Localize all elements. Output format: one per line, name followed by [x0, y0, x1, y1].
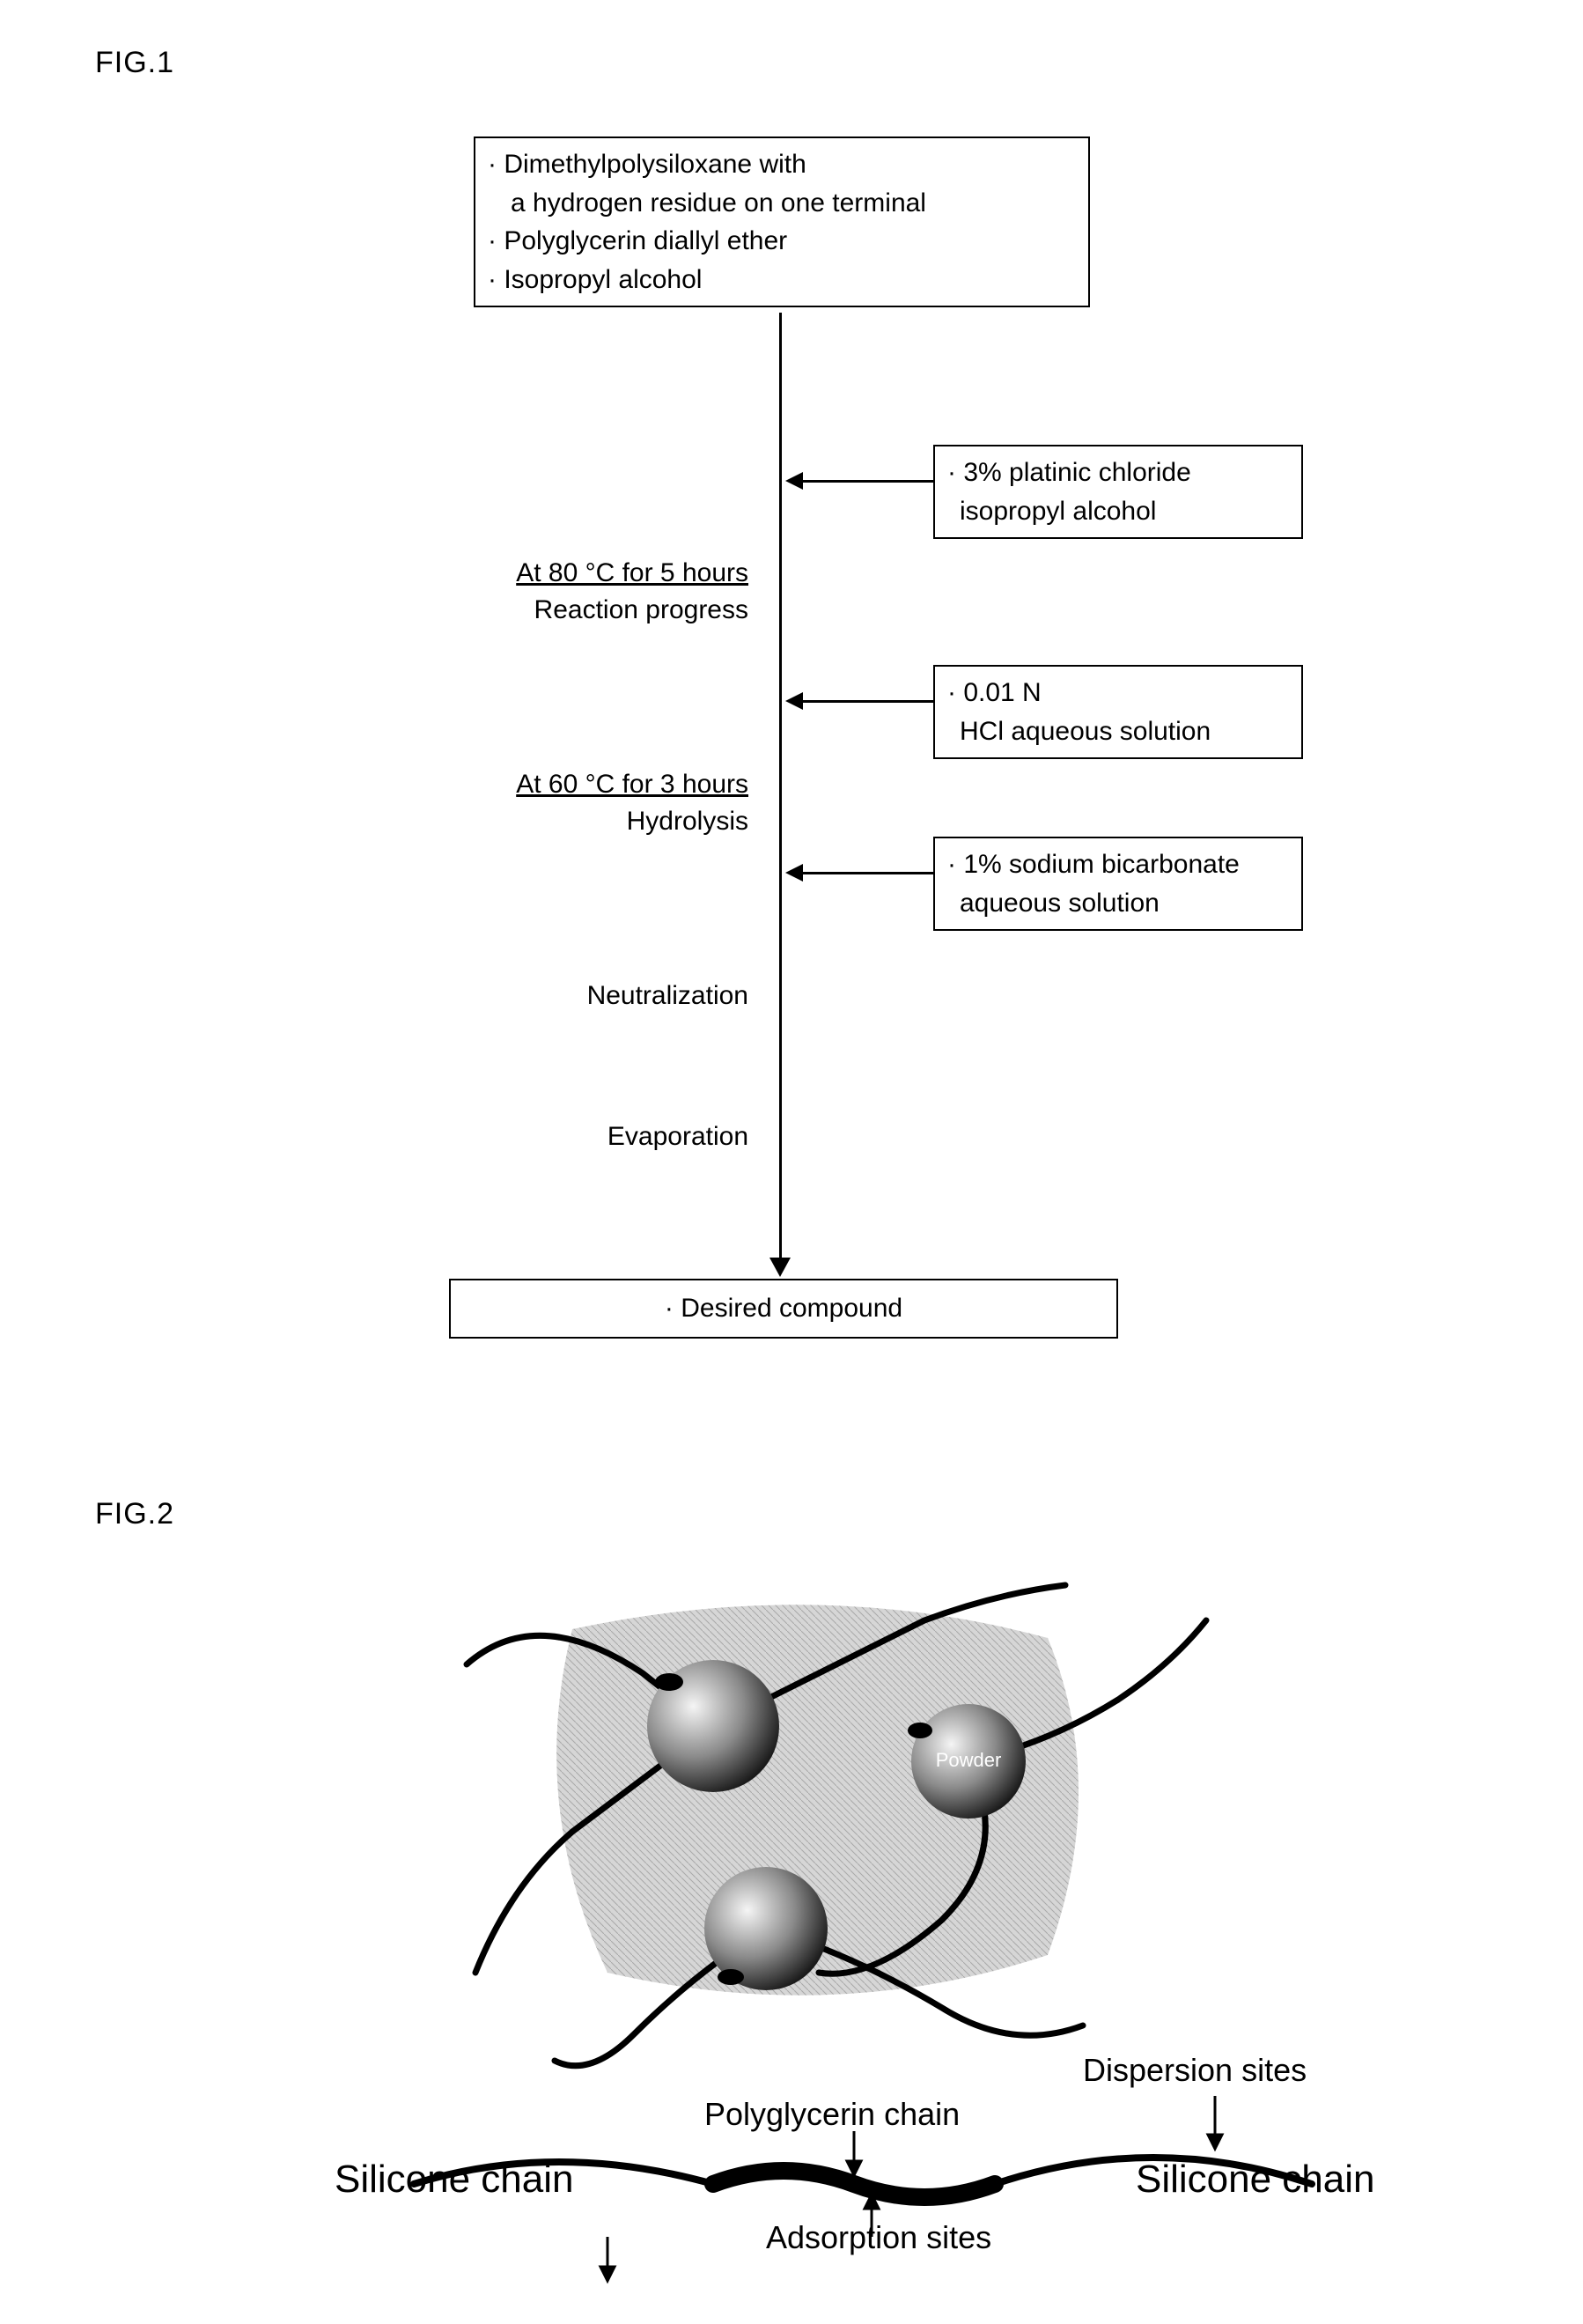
side2-line1: aqueous solution: [947, 884, 1289, 923]
step1-bottom: Hydrolysis: [343, 803, 748, 840]
fig2-label: FIG.2: [95, 1497, 174, 1531]
step3-single: Evaporation: [343, 1118, 748, 1155]
fig1-feed-arrow-2-shaft: [801, 872, 933, 874]
fig1-feed-arrow-1-head: [785, 692, 803, 710]
fig1-feed-arrow-0-head: [785, 472, 803, 490]
fig1-feed-arrow-1-shaft: [801, 700, 933, 703]
side1-line1: HCl aqueous solution: [947, 712, 1289, 751]
fig2-adsorption-label: Adsorption sites: [766, 2219, 991, 2256]
step0-bottom: Reaction progress: [343, 592, 748, 629]
start-line-3: Isopropyl alcohol: [488, 261, 1076, 299]
fig1-end-box: Desired compound: [449, 1279, 1118, 1339]
fig1-side-box-2: 1% sodium bicarbonate aqueous solution: [933, 837, 1303, 931]
start-line-0: Dimethylpolysiloxane with: [488, 145, 1076, 184]
side1-line0: 0.01 N: [947, 674, 1289, 712]
fig2-silicone-right-label: Silicone chain: [1136, 2158, 1375, 2202]
fig1-side-box-0: 3% platinic chloride isopropyl alcohol: [933, 445, 1303, 539]
start-line-1: a hydrogen residue on one terminal: [488, 184, 1076, 223]
fig2-dispersion-label: Dispersion sites: [1083, 2052, 1307, 2089]
fig1-feed-arrow-0-shaft: [801, 480, 933, 483]
side0-line0: 3% platinic chloride: [947, 454, 1289, 492]
side2-line0: 1% sodium bicarbonate: [947, 845, 1289, 884]
fig1-start-box: Dimethylpolysiloxane with a hydrogen res…: [474, 136, 1090, 307]
fig1-step-2: Neutralization: [343, 978, 748, 1014]
fig1-feed-arrow-2-head: [785, 864, 803, 882]
fig1-step-3: Evaporation: [343, 1118, 748, 1155]
fig1-step-0: At 80 °C for 5 hours Reaction progress: [343, 555, 748, 629]
step0-top: At 80 °C for 5 hours: [343, 555, 748, 592]
fig1-label: FIG.1: [95, 46, 174, 80]
side0-line1: isopropyl alcohol: [947, 492, 1289, 531]
fig1-main-arrow-head: [769, 1258, 791, 1277]
fig2-polyglycerin-label: Polyglycerin chain: [704, 2096, 960, 2133]
fig1-step-1: At 60 °C for 3 hours Hydrolysis: [343, 766, 748, 840]
step2-single: Neutralization: [343, 978, 748, 1014]
start-line-2: Polyglycerin diallyl ether: [488, 222, 1076, 261]
fig2-sphere-1-label: Powder: [936, 1749, 1002, 1771]
end-box-text: Desired compound: [665, 1294, 902, 1323]
fig1-main-arrow-shaft: [779, 313, 782, 1259]
fig1-side-box-1: 0.01 N HCl aqueous solution: [933, 665, 1303, 759]
fig2-silicone-left-label: Silicone chain: [335, 2158, 574, 2202]
step1-top: At 60 °C for 3 hours: [343, 766, 748, 803]
